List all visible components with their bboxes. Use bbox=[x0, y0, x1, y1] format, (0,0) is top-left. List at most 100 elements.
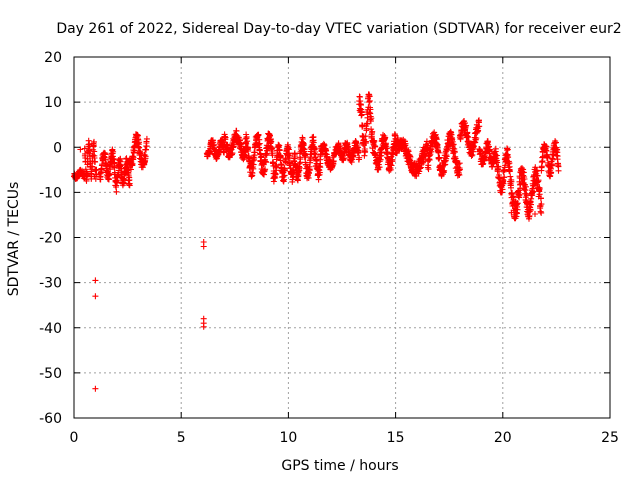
data-point bbox=[383, 145, 390, 152]
y-tick-label: -10 bbox=[39, 185, 62, 201]
grid-lines bbox=[74, 57, 610, 418]
x-tick-label: 10 bbox=[279, 430, 297, 446]
data-point bbox=[307, 159, 314, 166]
data-point bbox=[548, 169, 555, 176]
data-point bbox=[359, 134, 366, 140]
data-point bbox=[222, 134, 229, 141]
data-point bbox=[508, 184, 514, 191]
data-point bbox=[554, 153, 561, 160]
data-point bbox=[89, 163, 96, 170]
data-point bbox=[272, 171, 279, 178]
data-point bbox=[532, 211, 538, 217]
data-point bbox=[527, 207, 534, 214]
data-point bbox=[131, 147, 138, 154]
data-point bbox=[92, 277, 99, 284]
data-point bbox=[136, 139, 142, 146]
data-point bbox=[549, 162, 555, 169]
data-point bbox=[514, 206, 521, 213]
data-point bbox=[455, 161, 462, 168]
data-point bbox=[111, 169, 118, 176]
data-point bbox=[428, 148, 435, 155]
data-point bbox=[362, 133, 369, 140]
data-point bbox=[258, 153, 265, 160]
data-point bbox=[469, 152, 476, 158]
data-point bbox=[529, 188, 536, 195]
data-point bbox=[555, 167, 562, 174]
data-point bbox=[91, 138, 97, 145]
data-point bbox=[522, 183, 529, 190]
data-point bbox=[368, 115, 375, 122]
data-point bbox=[394, 135, 401, 142]
data-point bbox=[538, 209, 545, 216]
data-point bbox=[300, 141, 307, 148]
x-tick-label: 15 bbox=[387, 430, 405, 446]
data-point bbox=[473, 135, 480, 142]
data-point bbox=[450, 141, 457, 148]
data-point bbox=[126, 182, 133, 189]
y-tick-label: -30 bbox=[39, 276, 62, 292]
data-point bbox=[92, 385, 99, 392]
data-point bbox=[432, 132, 439, 139]
data-point bbox=[355, 149, 362, 156]
data-point bbox=[256, 140, 263, 147]
data-point bbox=[507, 173, 514, 180]
data-point bbox=[416, 168, 423, 175]
data-point bbox=[535, 177, 542, 184]
data-point bbox=[492, 145, 499, 152]
data-point bbox=[534, 172, 541, 179]
y-axis-label: SDTVAR / TECUs bbox=[6, 182, 22, 297]
y-tick-label: -40 bbox=[39, 321, 62, 337]
y-tick-label: 0 bbox=[53, 140, 62, 156]
data-point bbox=[91, 173, 98, 180]
data-point bbox=[255, 131, 262, 138]
data-point bbox=[516, 192, 523, 199]
data-point bbox=[245, 147, 252, 154]
data-point bbox=[508, 209, 515, 216]
data-point bbox=[114, 180, 121, 186]
data-point bbox=[263, 159, 269, 166]
data-point bbox=[307, 155, 314, 162]
data-point bbox=[536, 191, 543, 198]
axis-ticks bbox=[73, 56, 611, 419]
data-point bbox=[504, 146, 511, 153]
data-point bbox=[200, 323, 207, 330]
data-point bbox=[287, 159, 294, 166]
data-point bbox=[262, 166, 269, 173]
data-point bbox=[107, 166, 114, 173]
data-point bbox=[495, 163, 502, 170]
data-point bbox=[301, 146, 308, 153]
data-point bbox=[434, 141, 441, 148]
data-point bbox=[106, 170, 113, 177]
data-point bbox=[372, 143, 379, 150]
data-point bbox=[521, 176, 528, 182]
data-point bbox=[513, 210, 520, 217]
data-point bbox=[281, 176, 287, 183]
data-point bbox=[81, 145, 88, 152]
data-point bbox=[478, 150, 484, 157]
data-point bbox=[233, 127, 240, 134]
data-point bbox=[83, 177, 90, 184]
data-point bbox=[229, 150, 236, 157]
data-point bbox=[281, 166, 288, 173]
x-tick-label: 5 bbox=[177, 430, 186, 446]
data-point bbox=[110, 148, 117, 155]
data-point bbox=[499, 186, 506, 193]
tick-labels: 0 5 10 15 20 25 -60 -50 -40 -30 -20 -10 0 10 20 bbox=[39, 50, 619, 446]
data-point bbox=[402, 140, 409, 147]
data-point bbox=[463, 122, 470, 129]
data-point bbox=[528, 201, 534, 208]
data-point bbox=[269, 152, 276, 159]
data-point bbox=[544, 154, 551, 160]
data-point bbox=[363, 138, 369, 145]
data-point bbox=[286, 152, 293, 159]
data-point bbox=[249, 170, 256, 177]
y-tick-label: -60 bbox=[39, 411, 62, 427]
data-point bbox=[337, 142, 344, 149]
data-point bbox=[520, 172, 527, 179]
data-point bbox=[277, 152, 284, 159]
data-point bbox=[375, 161, 382, 168]
data-point bbox=[102, 151, 109, 158]
data-point bbox=[384, 149, 391, 156]
data-point bbox=[113, 188, 120, 195]
data-point bbox=[97, 176, 104, 183]
